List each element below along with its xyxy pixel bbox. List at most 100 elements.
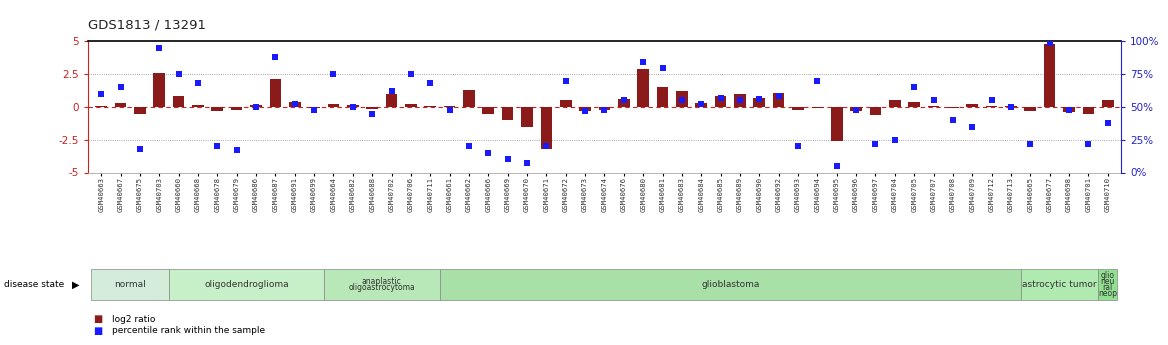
Point [770, 94, 788, 99]
Bar [347, 105, 359, 107]
Point [808, 78, 827, 83]
Text: GDS1813 / 13291: GDS1813 / 13291 [88, 18, 206, 31]
Point [982, 98, 1001, 103]
Point [499, 157, 517, 162]
Bar [579, 107, 591, 111]
Point [1041, 40, 1059, 46]
Point [750, 96, 769, 102]
Bar [715, 97, 726, 107]
Bar [559, 100, 571, 107]
Text: neop: neop [1098, 289, 1118, 298]
Bar [367, 107, 378, 109]
Bar [599, 107, 610, 110]
Bar [638, 69, 649, 107]
Text: neu: neu [1100, 277, 1115, 286]
Bar [909, 102, 920, 107]
Bar [927, 106, 939, 107]
Bar [1024, 107, 1036, 111]
Point [1002, 104, 1021, 110]
Point [440, 107, 459, 112]
Point [479, 150, 498, 156]
Text: percentile rank within the sample: percentile rank within the sample [112, 326, 265, 335]
Bar [812, 107, 823, 108]
Bar [173, 97, 185, 107]
Point [944, 117, 962, 123]
Bar [753, 98, 765, 107]
Bar [482, 107, 494, 114]
Text: normal: normal [114, 280, 146, 289]
Bar [870, 107, 881, 115]
Point [150, 45, 168, 51]
Text: oligodendroglioma: oligodendroglioma [204, 280, 288, 289]
Bar [211, 107, 223, 111]
Point [208, 144, 227, 149]
Point [420, 81, 439, 86]
Point [305, 107, 324, 112]
Bar [502, 107, 514, 120]
Bar [966, 104, 978, 107]
Point [847, 107, 865, 112]
Point [285, 101, 304, 107]
Bar [521, 107, 533, 127]
Text: glio: glio [1100, 271, 1114, 280]
Bar [385, 94, 397, 107]
Point [324, 71, 342, 77]
Bar [308, 107, 320, 108]
Bar [134, 107, 146, 114]
Point [228, 147, 246, 153]
Point [111, 85, 130, 90]
Bar [424, 106, 436, 107]
Point [1098, 120, 1117, 126]
Point [731, 98, 750, 103]
Point [691, 101, 710, 107]
Point [537, 144, 556, 149]
Bar [114, 103, 126, 107]
Bar [735, 94, 745, 107]
Point [905, 85, 924, 90]
Bar [192, 105, 203, 107]
Text: log2 ratio: log2 ratio [112, 315, 155, 324]
Bar [830, 107, 842, 141]
Bar [1063, 107, 1075, 112]
Bar [947, 107, 959, 108]
Bar [676, 91, 688, 107]
Point [1059, 107, 1078, 112]
Bar [250, 105, 262, 107]
Point [402, 71, 420, 77]
Bar [889, 100, 901, 107]
Point [788, 144, 807, 149]
Bar [1101, 100, 1113, 107]
Point [556, 78, 575, 83]
Point [266, 55, 285, 60]
Point [517, 160, 536, 166]
Point [246, 104, 265, 110]
Point [459, 144, 478, 149]
Text: disease state: disease state [4, 280, 64, 289]
Bar [792, 107, 804, 110]
Bar [444, 106, 456, 107]
Bar [695, 103, 707, 107]
Bar [986, 106, 997, 107]
Point [867, 141, 885, 146]
Bar [541, 107, 552, 149]
Point [131, 146, 150, 152]
Point [92, 91, 111, 97]
Bar [850, 107, 862, 111]
Bar [231, 107, 243, 110]
Bar [328, 104, 339, 107]
Bar [1083, 107, 1094, 114]
Point [827, 163, 846, 169]
Point [711, 95, 730, 100]
Bar [1044, 44, 1056, 107]
Bar [288, 102, 300, 107]
Text: glioblastoma: glioblastoma [701, 280, 759, 289]
Point [962, 124, 981, 129]
Text: ▶: ▶ [72, 280, 79, 289]
Text: ■: ■ [93, 314, 103, 324]
Point [924, 98, 943, 103]
Bar [270, 79, 281, 107]
Bar [405, 104, 417, 107]
Bar [773, 92, 785, 107]
Point [653, 65, 672, 70]
Text: anaplastic: anaplastic [362, 277, 402, 286]
